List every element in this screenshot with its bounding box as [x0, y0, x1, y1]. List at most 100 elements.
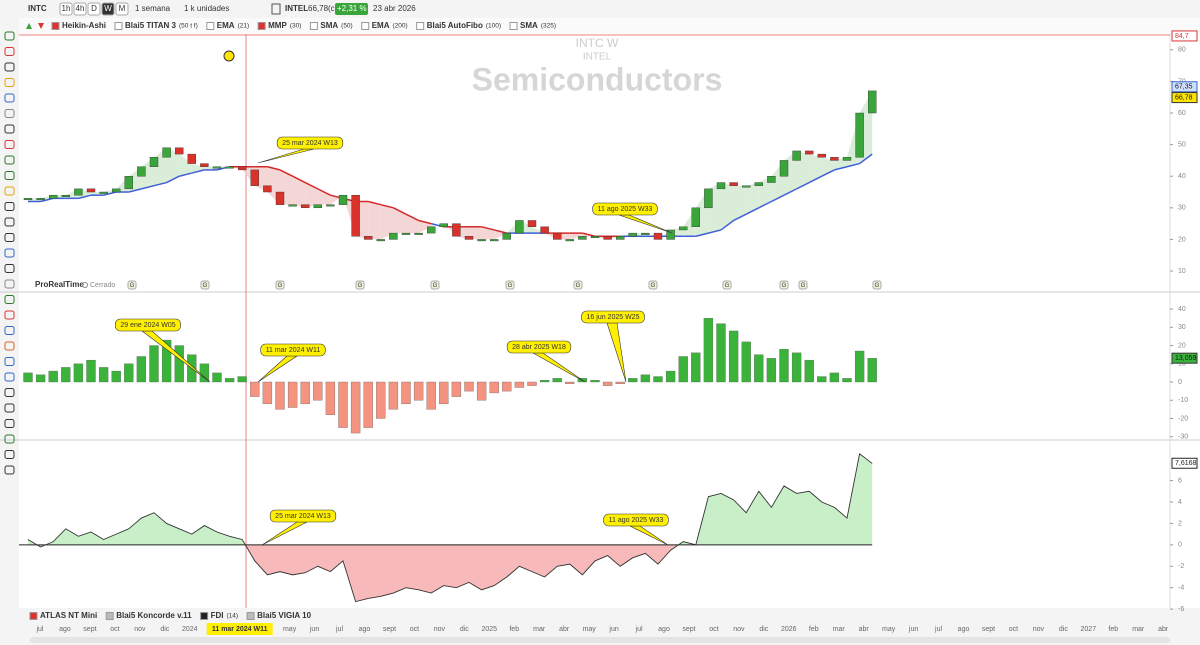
tool-icon[interactable]: [4, 140, 15, 149]
histogram-bar: [791, 352, 802, 383]
tool-icon[interactable]: [4, 450, 15, 459]
histogram-bar: [48, 370, 58, 383]
alert-icon[interactable]: [223, 50, 235, 62]
checkbox[interactable]: [114, 22, 123, 30]
tool-icon[interactable]: [4, 279, 15, 289]
event-marker[interactable]: [872, 280, 882, 290]
tool-icon[interactable]: [4, 155, 15, 165]
checkbox[interactable]: [206, 22, 215, 30]
tool-icon[interactable]: [4, 295, 15, 304]
candle-body: [464, 236, 474, 240]
tool-icon[interactable]: [4, 202, 15, 211]
tool-icon[interactable]: [4, 31, 15, 41]
tool-icon[interactable]: [4, 93, 15, 103]
checkbox[interactable]: [509, 22, 518, 30]
watermark: INTC W: [576, 36, 619, 50]
tool-icon[interactable]: [4, 419, 15, 428]
tool-icon[interactable]: [4, 372, 15, 382]
event-marker[interactable]: [722, 280, 732, 290]
timeframe-label: W: [104, 4, 112, 13]
checkbox[interactable]: [246, 612, 255, 620]
y-tick-label: 20: [1178, 236, 1186, 243]
timeframe-button[interactable]: [59, 2, 73, 16]
timeframe-button[interactable]: [115, 2, 129, 16]
tool-icon[interactable]: [4, 326, 15, 335]
candle-body: [792, 150, 801, 161]
annotation-pointer: [531, 352, 586, 383]
event-marker[interactable]: [430, 280, 440, 290]
tool-icon[interactable]: [4, 217, 15, 227]
checkbox[interactable]: [361, 22, 370, 30]
event-label: G: [801, 283, 806, 289]
event-marker[interactable]: [275, 280, 285, 290]
checkbox[interactable]: [29, 612, 38, 620]
time-label: mar: [1132, 626, 1145, 633]
tool-icon[interactable]: [4, 78, 15, 87]
checkbox[interactable]: [309, 22, 318, 30]
tool-icon[interactable]: [4, 124, 15, 134]
event-marker[interactable]: [127, 280, 137, 290]
annotation-label: 25 mar 2024 W13: [282, 140, 338, 147]
timeframe-button[interactable]: [101, 2, 115, 16]
tool-icon[interactable]: [4, 171, 15, 180]
event-marker[interactable]: [648, 280, 658, 290]
checkbox[interactable]: [51, 22, 60, 30]
tool-icon[interactable]: [4, 47, 15, 56]
candle-body: [200, 163, 209, 167]
candle-body: [578, 236, 587, 240]
y-tick-label: 40: [1178, 173, 1186, 180]
tool-icon[interactable]: [4, 248, 15, 258]
checkbox[interactable]: [200, 612, 209, 620]
candle-body: [250, 169, 260, 186]
timeframe-button[interactable]: [73, 2, 87, 16]
histogram-bar: [86, 359, 96, 383]
tool-icon[interactable]: [4, 109, 15, 118]
symbol[interactable]: INTC: [28, 4, 47, 13]
tool-icon[interactable]: [4, 233, 15, 242]
average-line: [846, 162, 860, 168]
average-line: [720, 219, 735, 231]
histogram-bar: [728, 330, 739, 383]
scrollbar[interactable]: [30, 637, 1170, 643]
histogram-bar: [451, 381, 462, 397]
units[interactable]: 1 k unidades: [184, 4, 229, 13]
checkbox[interactable]: [257, 22, 266, 30]
period[interactable]: 1 semana: [135, 4, 171, 13]
tool-icon[interactable]: [4, 357, 15, 366]
doc-icon[interactable]: [271, 3, 281, 15]
tool-icon[interactable]: [4, 403, 15, 413]
average-line: [141, 184, 155, 190]
checkbox[interactable]: [416, 22, 425, 30]
tool-icon[interactable]: [4, 186, 15, 196]
candle-body: [49, 194, 58, 199]
tool-icon[interactable]: [4, 310, 15, 320]
tool-icon[interactable]: [4, 341, 15, 351]
tool-icon[interactable]: [4, 465, 15, 475]
trend-fill: [821, 157, 835, 177]
histogram-bar: [602, 381, 613, 386]
candle-body: [389, 232, 398, 240]
tool-icon[interactable]: [4, 62, 15, 72]
average-line: [796, 181, 810, 190]
event-marker[interactable]: [200, 280, 210, 290]
checkbox[interactable]: [105, 612, 114, 620]
candle-body: [515, 220, 524, 234]
time-label: mar: [533, 626, 546, 633]
indicator-params: (14): [227, 613, 239, 620]
candle-body: [830, 157, 839, 161]
histogram-bar: [35, 374, 46, 383]
tool-icon[interactable]: [4, 434, 15, 444]
event-label: G: [433, 283, 438, 289]
indicator-params: (30): [290, 23, 302, 30]
average-line: [821, 169, 835, 177]
tool-icon[interactable]: [4, 388, 15, 397]
event-marker[interactable]: [355, 280, 365, 290]
event-marker[interactable]: [505, 280, 515, 290]
timeframe-button[interactable]: [87, 2, 101, 16]
event-marker[interactable]: [573, 280, 583, 290]
event-marker[interactable]: [779, 280, 789, 290]
tool-icon[interactable]: [4, 264, 15, 273]
candle-body: [666, 229, 675, 240]
event-marker[interactable]: [798, 280, 808, 290]
histogram-bar: [300, 381, 310, 405]
